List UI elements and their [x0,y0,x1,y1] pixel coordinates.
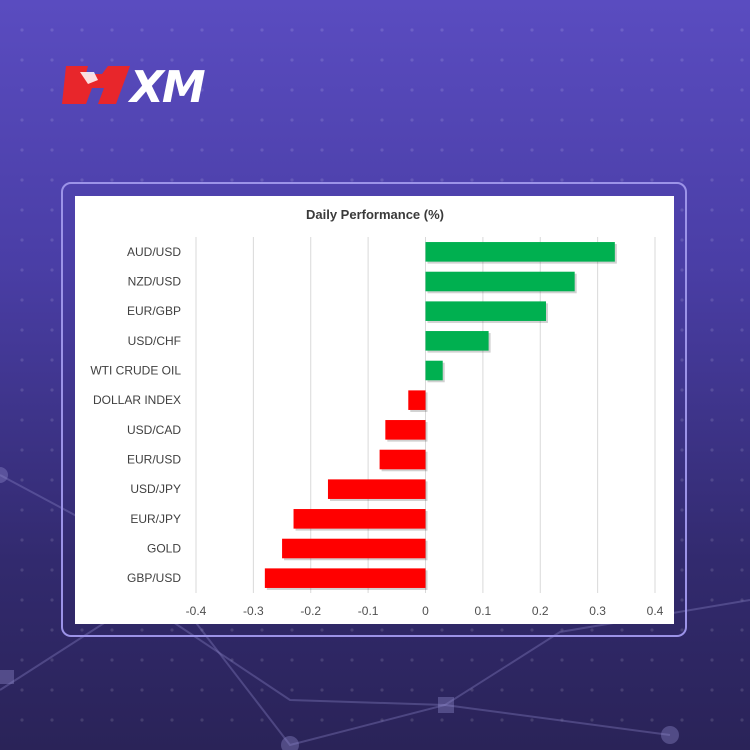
category-label: EUR/USD [127,453,181,467]
x-tick-label: -0.3 [243,604,264,618]
daily-performance-chart: AUD/USD NZD/USD EUR/GBP USD/CHF WTI CRUDE OI… [90,207,664,618]
bar [425,360,443,381]
category-label: GOLD [147,542,181,556]
x-tick-label: 0.3 [589,604,606,618]
bar [408,390,426,410]
logo-text: XM [127,62,205,110]
bar [425,242,615,262]
x-tick-label: 0.4 [647,604,664,618]
bull-icon [62,66,130,104]
x-tick-label: -0.4 [186,604,207,618]
chart-title: Daily Performance (%) [306,207,444,222]
bar [425,301,546,321]
category-label: USD/JPY [130,482,181,496]
bar [327,479,426,499]
category-label: GBP/USD [127,571,181,585]
bar [293,509,426,529]
x-tick-label: 0.1 [475,604,492,618]
category-label: USD/CAD [127,423,181,437]
bar [425,331,489,351]
bar [282,538,426,559]
xm-logo: XM [62,62,207,110]
x-tick-label: 0 [422,604,429,618]
category-label: WTI CRUDE OIL [90,364,181,378]
chart-panel: AUD/USD NZD/USD EUR/GBP USD/CHF WTI CRUDE OI… [75,196,674,624]
category-label: EUR/JPY [130,512,181,526]
chart-frame [61,182,687,637]
category-label: EUR/GBP [127,304,181,318]
category-label: DOLLAR INDEX [93,393,181,407]
x-tick-label: -0.2 [300,604,321,618]
bar [264,568,426,588]
x-tick-label: -0.1 [358,604,379,618]
bar [379,449,426,470]
x-tick-label: 0.2 [532,604,549,618]
category-label: USD/CHF [128,334,181,348]
category-label: AUD/USD [127,245,181,259]
bar [425,271,575,292]
category-label: NZD/USD [128,275,182,289]
bar [385,420,426,440]
